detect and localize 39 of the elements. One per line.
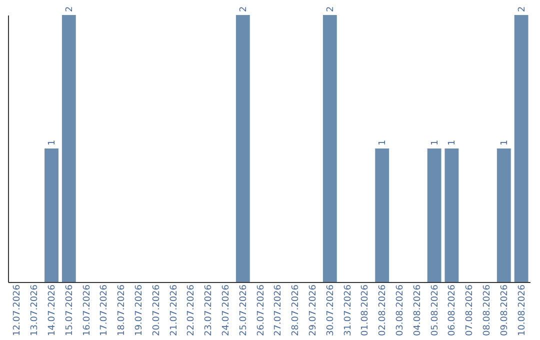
x-tick-label: 28.07.2026 <box>291 284 302 336</box>
x-tick-label: 18.07.2026 <box>117 284 128 336</box>
data-label: 1 <box>378 140 388 146</box>
x-tick-label: 15.07.2026 <box>64 284 75 336</box>
x-tick-label: 03.08.2026 <box>396 284 406 336</box>
x-tick-label: 24.07.2026 <box>222 284 232 336</box>
x-tick-label: 08.08.2026 <box>482 284 492 336</box>
x-tick-label: 31.07.2026 <box>343 284 354 336</box>
data-label: 1 <box>430 140 440 146</box>
data-label: 1 <box>48 140 58 146</box>
data-label: 2 <box>238 6 249 12</box>
x-tick-label: 27.07.2026 <box>274 284 284 336</box>
data-label: 2 <box>64 6 75 12</box>
x-tick-label: 09.08.2026 <box>500 284 510 336</box>
x-tick-label: 01.08.2026 <box>360 284 371 336</box>
x-tick-label: 30.07.2026 <box>326 284 336 336</box>
x-tick-label: 23.07.2026 <box>204 284 214 336</box>
x-tick-label: 25.07.2026 <box>238 284 249 336</box>
data-label: 1 <box>448 140 458 146</box>
x-tick-label: 20.07.2026 <box>152 284 162 336</box>
x-tick-label: 16.07.2026 <box>82 284 92 336</box>
x-tick-label: 07.08.2026 <box>465 284 476 336</box>
x-tick-label: 26.07.2026 <box>256 284 266 336</box>
x-tick-label: 29.07.2026 <box>308 284 318 336</box>
x-tick-label: 14.07.2026 <box>48 284 58 336</box>
x-tick-label: 04.08.2026 <box>412 284 423 336</box>
x-tick-label: 05.08.2026 <box>430 284 440 336</box>
x-tick-label: 06.08.2026 <box>448 284 458 336</box>
x-tick-label: 02.08.2026 <box>378 284 388 336</box>
x-tick-label: 10.08.2026 <box>517 284 528 336</box>
x-tick-label: 21.07.2026 <box>169 284 180 336</box>
data-label: 1 <box>500 140 510 146</box>
x-tick-label: 13.07.2026 <box>30 284 40 336</box>
x-tick-label: 17.07.2026 <box>100 284 110 336</box>
x-tick-label: 22.07.2026 <box>186 284 197 336</box>
x-tick-label: 19.07.2026 <box>134 284 144 336</box>
x-tick-label: 12.07.2026 <box>12 284 23 336</box>
data-label: 2 <box>517 6 528 12</box>
data-label: 2 <box>326 6 336 12</box>
